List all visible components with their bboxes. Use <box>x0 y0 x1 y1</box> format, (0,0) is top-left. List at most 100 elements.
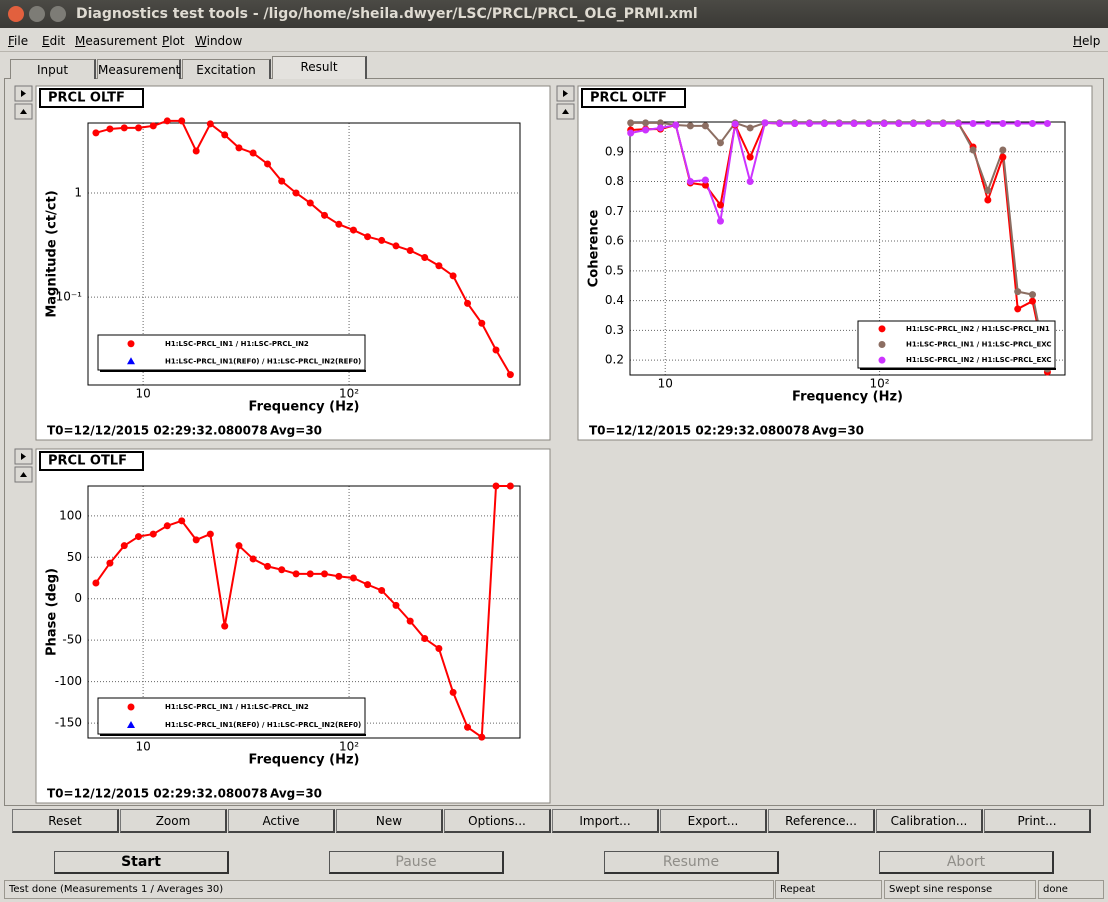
tool-button[interactable]: Options... <box>444 809 551 833</box>
status-repeat: Repeat <box>775 880 882 899</box>
data-point <box>392 601 400 609</box>
tab[interactable]: Measurement <box>97 59 181 79</box>
menu-item[interactable]: Plot <box>162 34 185 48</box>
run-button[interactable]: Abort <box>879 851 1054 874</box>
data-point <box>406 617 414 625</box>
data-point <box>249 149 257 157</box>
data-point <box>120 124 128 132</box>
maximize-button[interactable] <box>50 6 66 22</box>
data-point <box>278 177 286 185</box>
data-point <box>321 211 329 219</box>
panel-arrow <box>562 109 569 114</box>
menu-item[interactable]: Window <box>195 34 243 48</box>
data-point <box>464 723 472 731</box>
data-point <box>335 572 343 580</box>
data-point <box>349 574 357 582</box>
tool-button[interactable]: Reset <box>12 809 119 833</box>
data-point <box>421 635 429 643</box>
y-axis-label: Phase (deg) <box>45 568 60 656</box>
menu-item[interactable]: File <box>8 34 29 48</box>
data-point <box>984 119 992 127</box>
y-tick-label: 1 <box>74 185 82 199</box>
data-point <box>924 119 932 127</box>
data-point <box>264 160 272 168</box>
data-point <box>178 117 186 125</box>
plot-title: PRCL OLTF <box>48 91 125 106</box>
run-button[interactable]: Pause <box>329 851 504 874</box>
minimize-button[interactable] <box>29 6 45 22</box>
tool-button[interactable]: Calibration... <box>876 809 983 833</box>
tool-button[interactable]: Import... <box>552 809 659 833</box>
close-button[interactable] <box>8 6 24 22</box>
data-point <box>306 570 314 578</box>
legend-label: H1:LSC-PRCL_IN1(REF0) / H1:LSC-PRCL_IN2(… <box>165 721 361 729</box>
data-point <box>192 536 200 544</box>
data-point <box>364 233 372 241</box>
data-point <box>1029 291 1037 299</box>
tool-button[interactable]: Export... <box>660 809 767 833</box>
y-tick-label: 100 <box>59 508 82 522</box>
tab[interactable]: Excitation <box>182 59 271 79</box>
legend-label: H1:LSC-PRCL_IN2 / H1:LSC-PRCL_IN1 <box>906 325 1050 333</box>
legend-label: H1:LSC-PRCL_IN1 / H1:LSC-PRCL_EXC <box>906 341 1052 349</box>
data-point <box>335 220 343 228</box>
data-point <box>731 120 739 128</box>
data-point <box>1014 119 1022 127</box>
title-bar: Diagnostics test tools - /ligo/home/shei… <box>0 0 1108 28</box>
y-tick-label: 0 <box>74 591 82 605</box>
legend-marker <box>878 356 886 364</box>
data-point <box>656 119 664 127</box>
tool-button[interactable]: Zoom <box>120 809 227 833</box>
menu-item[interactable]: Measurement <box>75 34 158 48</box>
menu-item[interactable]: Help <box>1073 34 1101 48</box>
run-button[interactable]: Start <box>54 851 229 874</box>
legend-marker <box>878 325 886 333</box>
data-point <box>292 189 300 197</box>
run-button[interactable]: Resume <box>604 851 779 874</box>
data-point <box>627 129 635 137</box>
y-tick-label: 0.5 <box>605 263 624 277</box>
tool-button[interactable]: Reference... <box>768 809 875 833</box>
data-point <box>880 119 888 127</box>
y-tick-label: -150 <box>55 716 82 730</box>
data-point <box>306 199 314 207</box>
data-point <box>421 253 429 261</box>
data-point <box>506 482 514 490</box>
menu-bar: File Edit Measurement Plot Window Help <box>0 30 1108 52</box>
data-point <box>449 688 457 696</box>
status-message: Test done (Measurements 1 / Averages 30) <box>4 880 774 899</box>
data-point <box>106 125 114 133</box>
tool-button[interactable]: Active <box>228 809 335 833</box>
x-axis-label: Frequency (Hz) <box>792 390 903 405</box>
data-point <box>746 124 754 132</box>
data-point <box>449 272 457 280</box>
data-point <box>910 119 918 127</box>
tool-button[interactable]: New <box>336 809 443 833</box>
data-point <box>506 371 514 379</box>
y-tick-label: -100 <box>55 674 82 688</box>
panel-arrow <box>20 472 27 477</box>
plot-title: PRCL OLTF <box>590 91 667 106</box>
data-point <box>642 126 650 134</box>
data-point <box>163 117 171 125</box>
legend-label: H1:LSC-PRCL_IN1(REF0) / H1:LSC-PRCL_IN2(… <box>165 357 361 365</box>
data-point <box>235 542 243 550</box>
data-point <box>984 186 992 194</box>
data-point <box>464 299 472 307</box>
data-point <box>1014 288 1022 296</box>
data-point <box>206 120 214 128</box>
tool-button[interactable]: Print... <box>984 809 1091 833</box>
menu-item[interactable]: Edit <box>42 34 66 48</box>
data-point <box>761 119 769 127</box>
legend-box <box>97 334 366 371</box>
data-point <box>278 566 286 574</box>
legend-label: H1:LSC-PRCL_IN2 / H1:LSC-PRCL_EXC <box>906 356 1052 364</box>
data-point <box>746 178 754 186</box>
x-tick-label: 10² <box>339 387 359 401</box>
data-point <box>716 201 724 209</box>
tab[interactable]: Input <box>10 59 96 79</box>
data-point <box>865 119 873 127</box>
y-tick-label: 0.2 <box>605 353 624 367</box>
tab[interactable]: Result <box>272 56 367 79</box>
